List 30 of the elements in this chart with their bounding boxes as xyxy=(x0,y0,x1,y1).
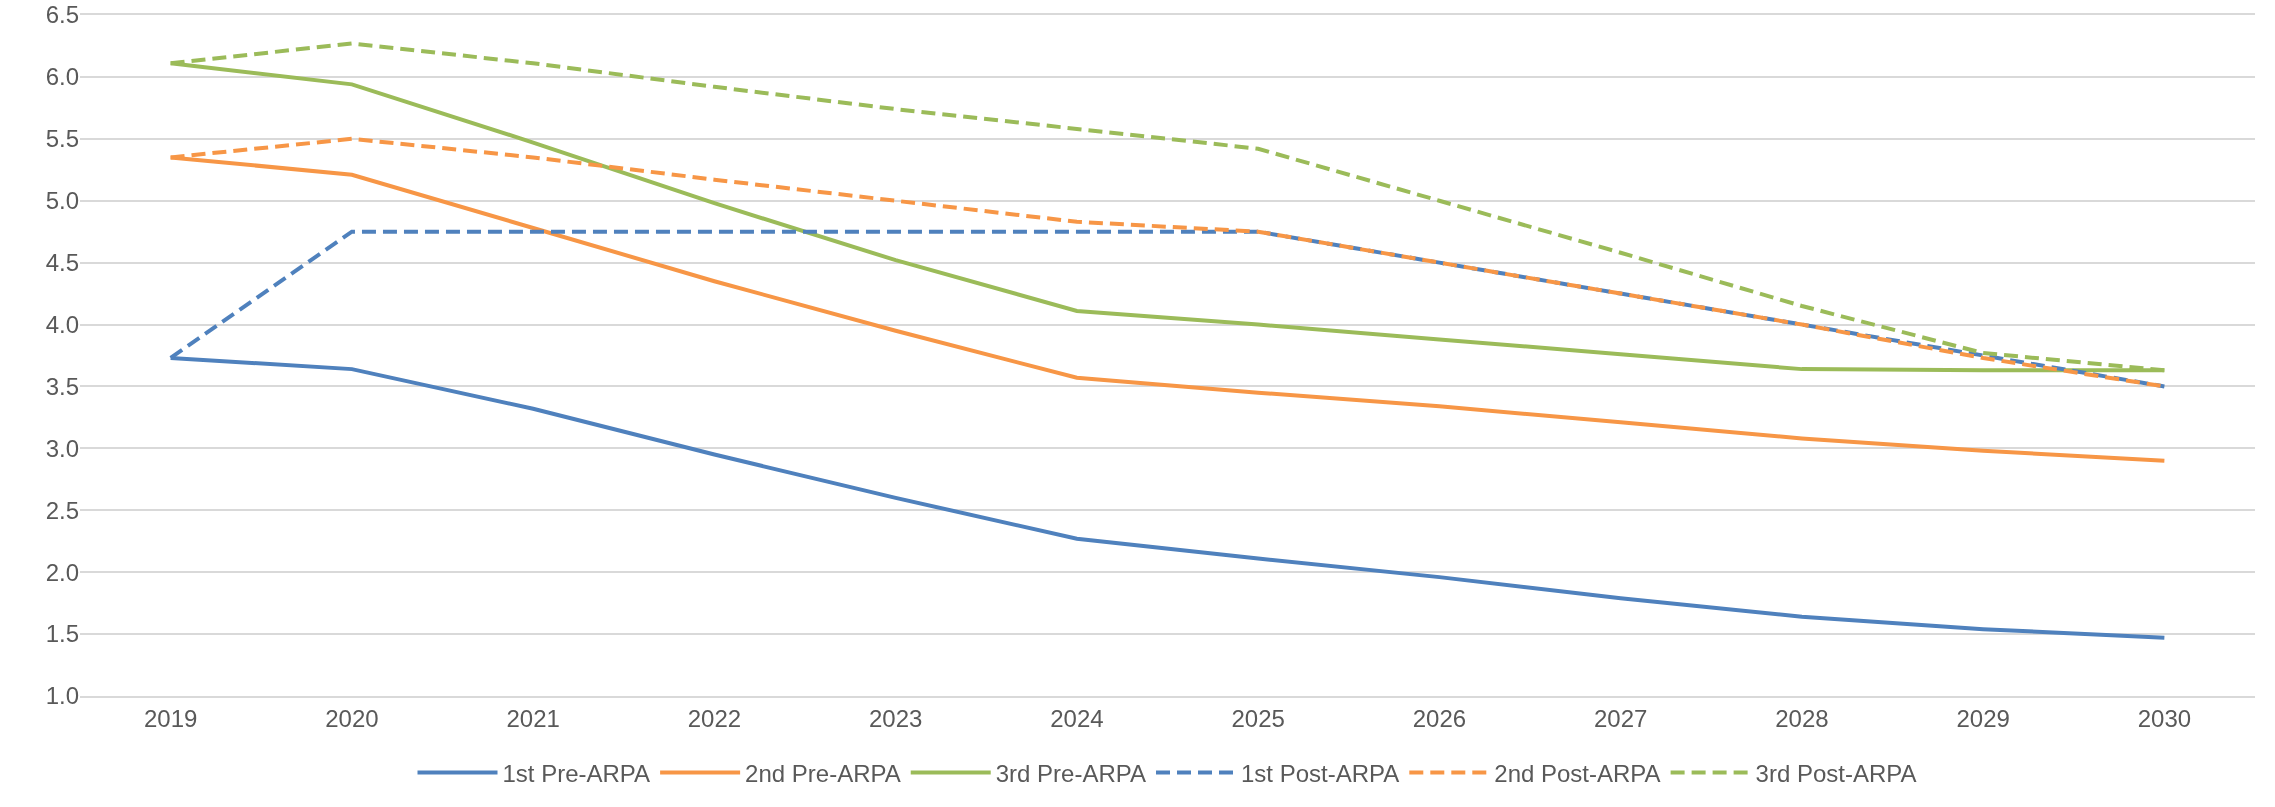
legend-label: 1st Post-ARPA xyxy=(1241,759,1400,787)
x-tick-label: 2026 xyxy=(1412,704,1467,732)
x-tick-label: 2021 xyxy=(506,704,560,732)
x-tick-label: 2019 xyxy=(143,704,198,732)
y-tick-label: 4.5 xyxy=(45,249,79,277)
legend-label: 3rd Post-ARPA xyxy=(1755,759,1917,787)
legend-label: 2nd Post-ARPA xyxy=(1494,759,1661,787)
y-tick-label: 1.0 xyxy=(45,682,79,710)
x-tick-label: 2024 xyxy=(1050,704,1104,732)
y-tick-label: 3.0 xyxy=(45,434,79,462)
y-tick-label: 1.5 xyxy=(45,620,79,648)
x-tick-label: 2023 xyxy=(868,704,923,732)
x-tick-label: 2025 xyxy=(1231,704,1285,732)
y-tick-label: 2.0 xyxy=(45,558,79,586)
legend-label: 3rd Pre-ARPA xyxy=(995,759,1147,787)
y-tick-label: 5.0 xyxy=(45,187,79,215)
legend-label: 1st Pre-ARPA xyxy=(502,759,651,787)
y-tick-label: 6.0 xyxy=(45,63,79,91)
y-tick-label: 2.5 xyxy=(45,496,79,524)
y-tick-label: 6.5 xyxy=(45,1,79,29)
x-tick-label: 2020 xyxy=(325,704,379,732)
x-tick-label: 2029 xyxy=(1956,704,2010,732)
y-tick-label: 5.5 xyxy=(45,125,79,153)
y-tick-label: 4.0 xyxy=(45,310,79,338)
legend-label: 2nd Pre-ARPA xyxy=(745,759,901,787)
x-tick-label: 2030 xyxy=(2137,704,2192,732)
x-tick-label: 2028 xyxy=(1775,704,1829,732)
x-tick-label: 2022 xyxy=(687,704,742,732)
x-tick-label: 2027 xyxy=(1593,704,1648,732)
y-tick-label: 3.5 xyxy=(45,372,79,400)
